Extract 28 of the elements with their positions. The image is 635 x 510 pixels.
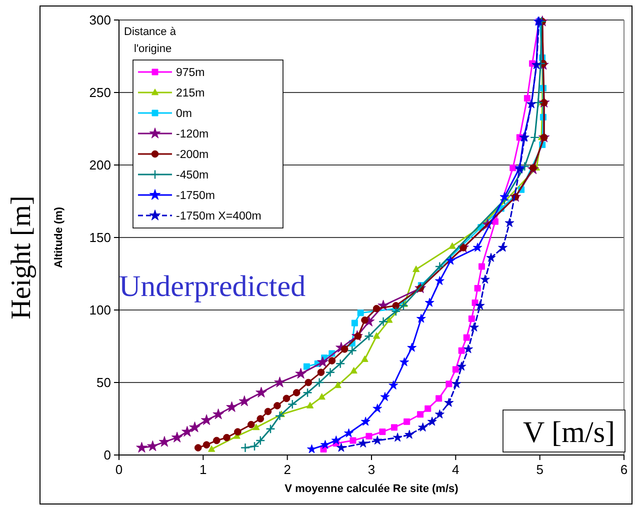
y-tick-label: 250 (89, 85, 111, 100)
legend-label: -120m (176, 128, 209, 141)
legend-label: -200m (176, 149, 209, 162)
y-tick-label: 200 (89, 158, 111, 173)
x-tick-label: 3 (368, 462, 376, 477)
legend-label: -1750m X=400m (176, 210, 262, 223)
x-tick-label: 1 (200, 462, 207, 477)
x-tick-label: 2 (284, 462, 291, 477)
legend-label: -450m (176, 170, 209, 182)
y-tick-label: 100 (89, 302, 111, 318)
legend-label: -1750m (176, 190, 215, 202)
y-tick-label: 0 (104, 448, 111, 463)
y-tick-label: 50 (96, 375, 111, 390)
x-tick-label: 6 (620, 462, 628, 477)
x-axis-title: V moyenne calculée Re site (m/s) (284, 483, 459, 495)
x-tick-label: 4 (452, 462, 460, 477)
legend-label: 975m (176, 67, 205, 80)
y-tick-label: 150 (89, 230, 111, 246)
legend-label: 215m (176, 88, 205, 100)
y-tick-label: 300 (89, 12, 111, 28)
text: Height [m] (6, 196, 37, 320)
annotation: Underpredicted (119, 270, 306, 303)
x-tick-label: 5 (536, 462, 544, 477)
x-tick-label: 0 (115, 462, 123, 477)
annotation: V [m/s] (523, 416, 615, 449)
legend-title: Distance à l'origine (124, 26, 177, 55)
legend-label: 0m (176, 108, 192, 120)
y-axis-title: Altitude (m) (53, 206, 65, 268)
